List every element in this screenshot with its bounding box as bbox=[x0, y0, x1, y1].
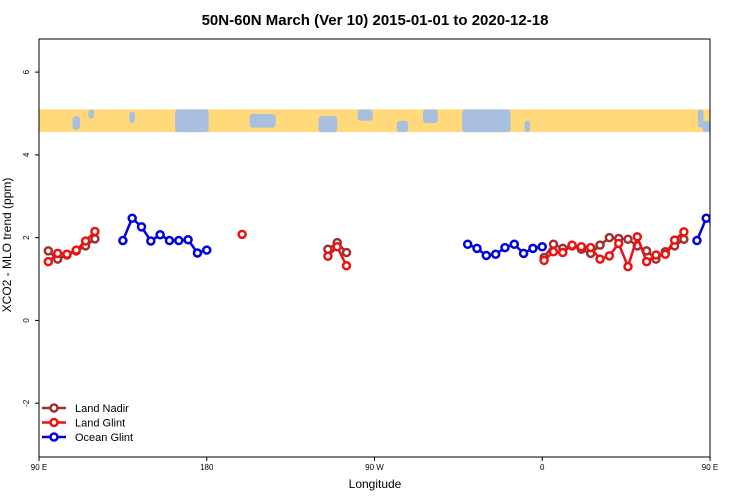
data-point bbox=[604, 232, 615, 243]
data-point bbox=[155, 230, 165, 240]
map-ocean-10 bbox=[524, 120, 531, 133]
y-tick-label: 0 bbox=[22, 318, 31, 323]
y-axis-label: XCO2 - MLO trend (ppm) bbox=[0, 178, 14, 313]
x-tick-label: 90 W bbox=[365, 463, 384, 472]
data-point bbox=[52, 248, 63, 259]
data-point bbox=[613, 238, 624, 249]
data-point bbox=[164, 235, 175, 246]
legend-marker bbox=[49, 417, 59, 428]
y-tick-label: 4 bbox=[22, 152, 31, 157]
data-point bbox=[500, 242, 510, 253]
data-point bbox=[623, 261, 633, 272]
legend-label: Land Nadir bbox=[75, 403, 129, 415]
data-point bbox=[62, 249, 72, 259]
map-ocean-9 bbox=[462, 109, 511, 133]
x-tick-label: 90 E bbox=[702, 463, 718, 472]
map-ocean-5 bbox=[318, 116, 338, 133]
plot-area: 90 E 180 90 W 0 90 E -2 0 2 4 6 Land Nadir Land Gli… bbox=[22, 38, 718, 472]
data-point bbox=[90, 226, 100, 237]
x-axis-label: Longitude bbox=[349, 477, 402, 491]
data-point bbox=[595, 240, 605, 250]
data-point bbox=[641, 256, 652, 267]
data-point bbox=[71, 245, 82, 255]
data-point bbox=[548, 246, 559, 257]
series-land-glint bbox=[43, 226, 689, 272]
map-ocean-3 bbox=[175, 109, 209, 133]
data-point bbox=[669, 235, 680, 245]
data-point bbox=[472, 243, 482, 254]
data-point bbox=[192, 248, 203, 258]
series-line bbox=[695, 216, 710, 242]
data-point bbox=[518, 248, 529, 259]
data-point bbox=[332, 242, 342, 252]
map-ocean-8 bbox=[422, 109, 438, 124]
data-point bbox=[651, 250, 661, 260]
data-point bbox=[692, 235, 702, 246]
data-point bbox=[595, 254, 605, 264]
map-ocean-1 bbox=[88, 109, 94, 119]
map-ocean-11 bbox=[697, 109, 704, 128]
data-point bbox=[183, 234, 193, 245]
data-point bbox=[80, 236, 91, 246]
data-point bbox=[237, 229, 247, 240]
x-tick-label: 0 bbox=[540, 463, 545, 472]
data-point bbox=[679, 227, 689, 237]
legend-item: Land Glint bbox=[42, 418, 125, 430]
map-ocean-6 bbox=[357, 109, 373, 121]
legend-label: Ocean Glint bbox=[75, 432, 133, 444]
chart-title: 50N-60N March (Ver 10) 2015-01-01 to 202… bbox=[202, 12, 549, 29]
legend-item: Ocean Glint bbox=[42, 432, 133, 444]
legend-label: Land Glint bbox=[75, 418, 125, 430]
map-ocean-4 bbox=[249, 113, 276, 128]
map-ocean-7 bbox=[396, 120, 409, 133]
legend-marker bbox=[49, 403, 59, 413]
data-point bbox=[146, 236, 156, 246]
data-point bbox=[43, 256, 54, 267]
data-point bbox=[136, 222, 147, 232]
data-point bbox=[604, 251, 615, 261]
data-point bbox=[528, 243, 538, 254]
data-point bbox=[509, 239, 520, 250]
map-ocean-12 bbox=[702, 120, 710, 133]
legend-item: Land Nadir bbox=[42, 403, 129, 415]
y-tick-label: 6 bbox=[22, 69, 31, 74]
data-point bbox=[341, 247, 352, 258]
data-point bbox=[43, 246, 54, 256]
data-point bbox=[701, 213, 710, 223]
data-point bbox=[576, 242, 587, 252]
data-point bbox=[660, 249, 671, 259]
y-tick-label: -2 bbox=[22, 399, 31, 407]
data-point bbox=[118, 235, 128, 246]
series-line bbox=[121, 216, 208, 255]
series-ocean-glint bbox=[118, 213, 710, 261]
data-point bbox=[127, 213, 137, 223]
data-point bbox=[481, 250, 492, 261]
data-point bbox=[537, 242, 547, 252]
data-point bbox=[323, 251, 333, 262]
data-point bbox=[567, 240, 577, 250]
data-point bbox=[341, 261, 352, 271]
data-point bbox=[539, 255, 549, 266]
data-point bbox=[90, 234, 100, 244]
map-ocean-2 bbox=[129, 111, 135, 124]
data-point bbox=[462, 239, 473, 250]
data-point bbox=[623, 234, 633, 245]
x-tick-label: 90 E bbox=[31, 463, 47, 472]
data-point bbox=[202, 245, 212, 255]
data-point bbox=[558, 247, 568, 258]
x-tick-label: 180 bbox=[200, 463, 214, 472]
legend-marker bbox=[49, 432, 59, 442]
y-tick-label: 2 bbox=[22, 235, 31, 240]
map-ocean-0 bbox=[72, 116, 81, 130]
data-point bbox=[490, 249, 501, 259]
data-point bbox=[585, 242, 596, 253]
map-strip bbox=[39, 109, 710, 133]
data-point bbox=[548, 239, 559, 250]
data-point bbox=[174, 235, 184, 246]
data-point bbox=[679, 234, 689, 245]
data-point bbox=[632, 232, 643, 242]
